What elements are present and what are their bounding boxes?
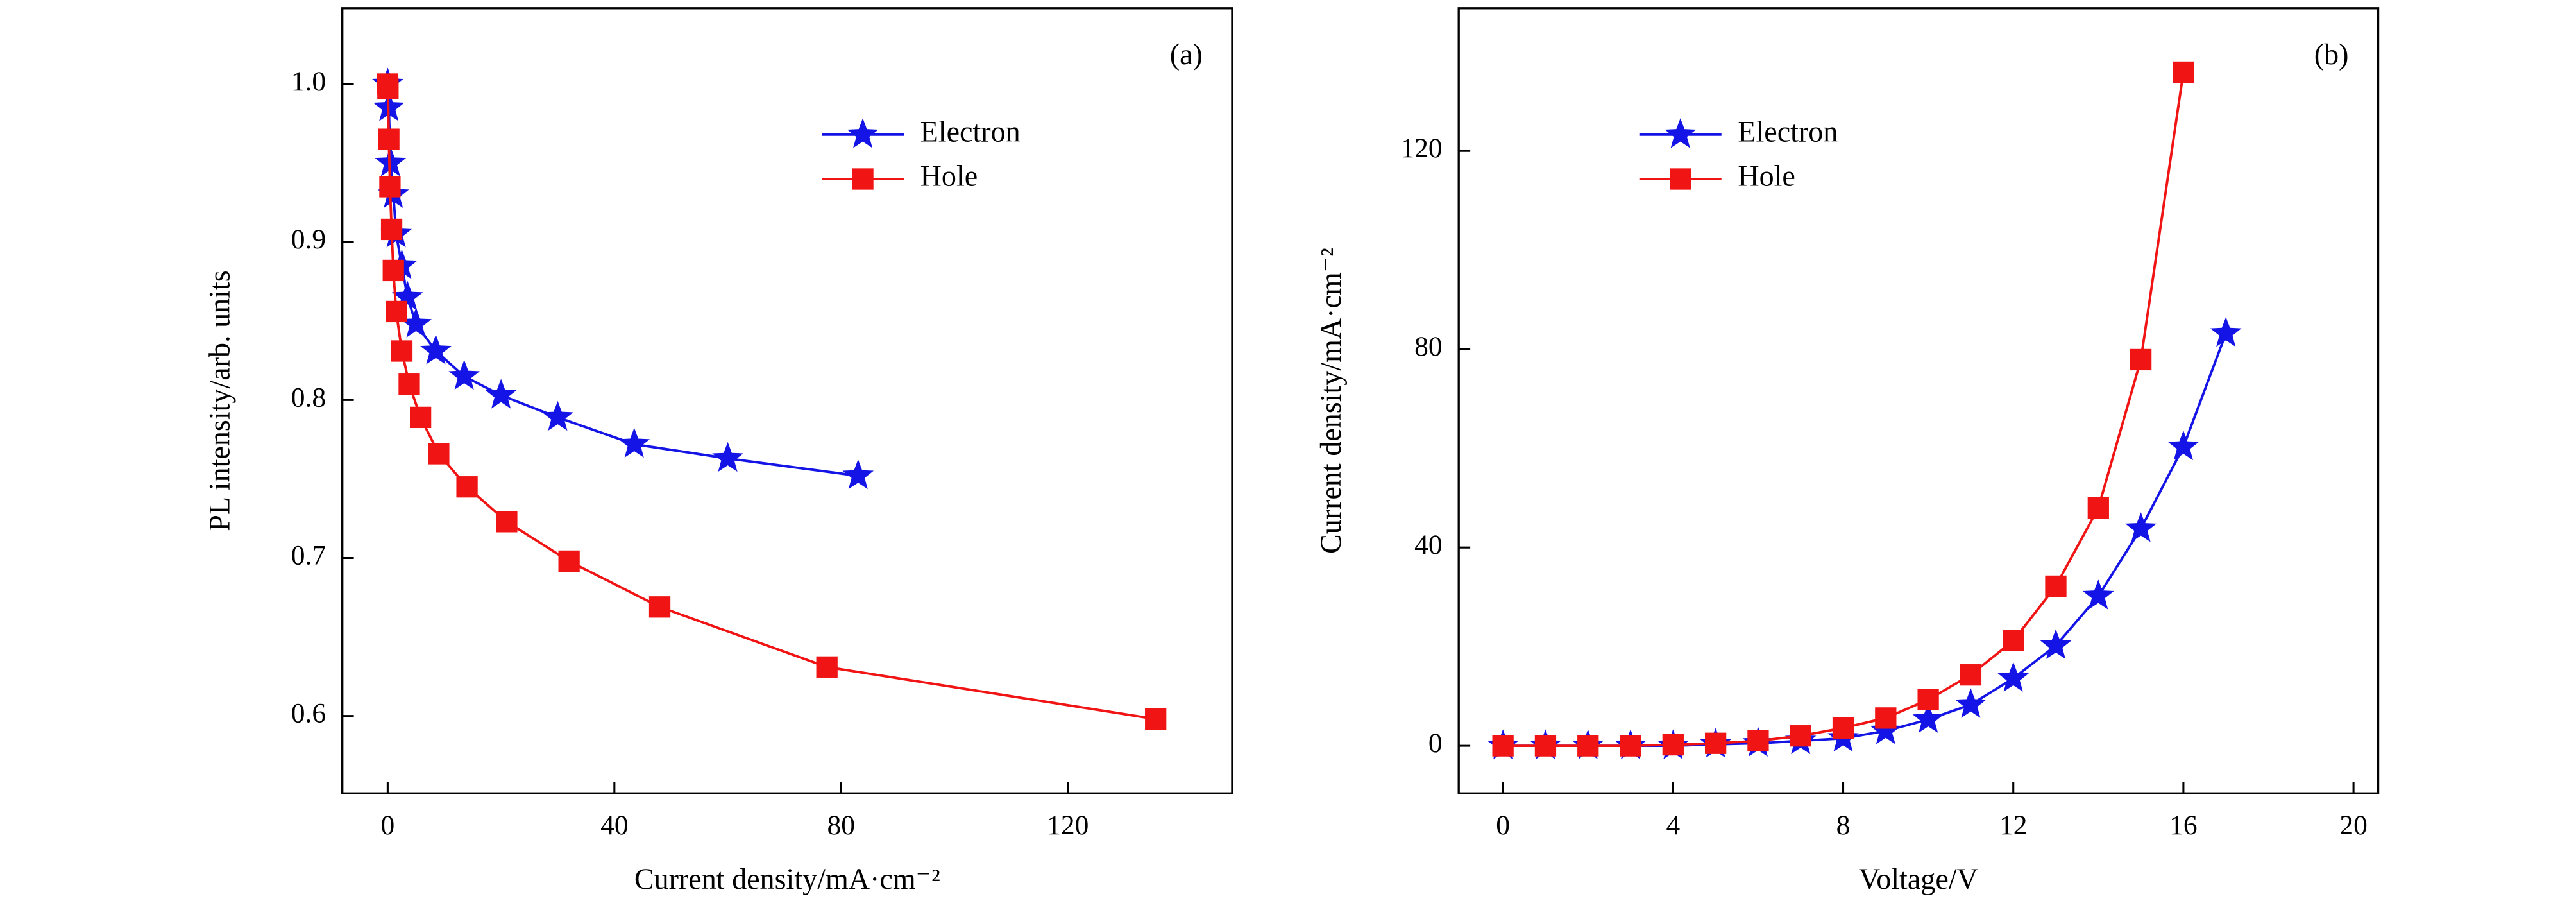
data-point — [1960, 664, 1982, 686]
x-tick-label: 8 — [1836, 810, 1851, 841]
data-point — [1620, 735, 1641, 757]
data-point — [1145, 708, 1167, 730]
data-point — [420, 334, 452, 365]
y-tick-label: 40 — [1414, 529, 1443, 560]
data-point — [2130, 348, 2152, 371]
plot-frame — [341, 7, 1233, 794]
data-point — [1875, 707, 1897, 729]
data-point — [2040, 629, 2072, 659]
data-point — [398, 373, 420, 395]
x-tick-label: 0 — [1496, 810, 1510, 841]
x-tick-label: 16 — [2169, 810, 2198, 841]
data-point — [377, 78, 399, 99]
legend-marker — [1670, 168, 1691, 190]
data-point — [400, 307, 432, 338]
data-point — [842, 459, 874, 490]
x-tick-label: 40 — [600, 810, 628, 841]
data-point — [382, 259, 404, 282]
data-point — [2087, 497, 2109, 519]
data-point — [428, 443, 450, 465]
data-point — [1955, 688, 1987, 718]
data-point — [456, 476, 478, 498]
data-point — [1662, 734, 1684, 756]
data-point — [485, 379, 517, 409]
data-point — [542, 400, 573, 431]
data-point — [1747, 730, 1769, 752]
x-tick-label: 120 — [1047, 810, 1089, 841]
data-point — [2173, 61, 2194, 83]
data-point — [2210, 316, 2242, 347]
y-tick-label: 0.7 — [291, 540, 326, 571]
y-tick-label: 0.8 — [291, 382, 326, 413]
data-point — [1704, 732, 1727, 754]
series-line — [1503, 332, 2228, 748]
panel-label: (a) — [1170, 38, 1203, 71]
panel-label: (b) — [2314, 38, 2349, 71]
x-tick-label: 0 — [381, 810, 395, 841]
y-tick-label: 1.0 — [291, 66, 326, 97]
legend-label: Electron — [920, 115, 1021, 148]
data-point — [1492, 735, 1514, 757]
y-tick-label: 80 — [1414, 331, 1443, 362]
data-point — [379, 176, 401, 198]
data-point — [2003, 630, 2024, 652]
data-point — [712, 442, 743, 472]
data-point — [1790, 725, 1811, 747]
legend-label: Hole — [920, 160, 978, 193]
x-tick-label: 80 — [827, 810, 856, 841]
data-point — [409, 406, 432, 429]
data-point — [2125, 512, 2157, 542]
data-point — [2082, 579, 2114, 610]
y-tick-label: 120 — [1400, 133, 1442, 164]
x-tick-label: 20 — [2339, 810, 2368, 841]
data-point — [648, 596, 671, 618]
y-tick-label: 0 — [1428, 728, 1443, 759]
data-point — [2167, 430, 2199, 461]
data-point — [448, 359, 480, 390]
x-tick-label: 12 — [1999, 810, 2028, 841]
legend-marker — [852, 168, 874, 190]
legend-marker — [847, 118, 879, 148]
data-point — [1577, 735, 1599, 757]
data-point — [385, 300, 407, 323]
series-line — [386, 83, 859, 477]
data-point — [618, 427, 650, 458]
data-point — [2045, 575, 2067, 597]
series-line — [1503, 72, 2185, 748]
y-axis-label: Current density/mA·cm⁻² — [1314, 248, 1347, 554]
data-point — [1870, 714, 1902, 744]
data-point — [1912, 703, 1944, 733]
data-point — [391, 340, 413, 362]
data-point — [1832, 717, 1854, 739]
data-point — [1997, 662, 2029, 692]
data-point — [558, 550, 580, 572]
legend-marker — [1665, 118, 1697, 148]
data-point — [378, 128, 400, 150]
data-point — [816, 656, 838, 678]
data-point — [496, 511, 518, 533]
data-point — [380, 218, 403, 241]
legend-label: Hole — [1738, 160, 1795, 193]
y-tick-label: 0.6 — [291, 698, 326, 729]
x-tick-label: 4 — [1666, 810, 1680, 841]
plot-frame — [1457, 7, 2380, 794]
legend-label: Electron — [1738, 115, 1838, 148]
y-tick-label: 0.9 — [291, 224, 326, 255]
y-axis-label: PL intensity/arb. units — [203, 270, 235, 531]
x-axis-label: Current density/mA·cm⁻² — [634, 863, 940, 895]
x-axis-label: Voltage/V — [1859, 863, 1978, 895]
data-point — [1534, 735, 1557, 757]
data-point — [1917, 689, 1939, 710]
data-point — [391, 280, 423, 311]
